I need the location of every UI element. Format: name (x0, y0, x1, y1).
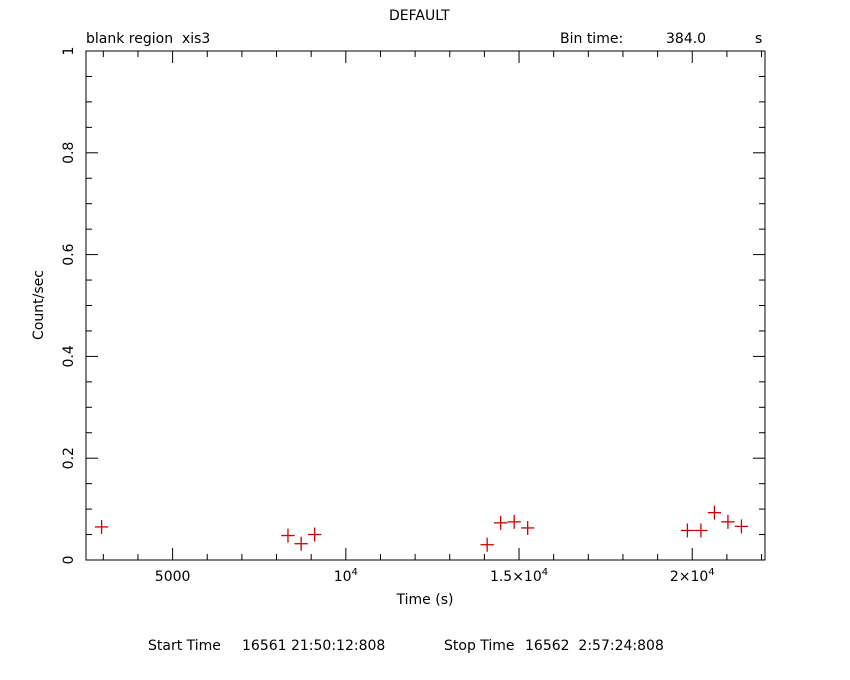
y-tick-label: 0.6 (61, 243, 77, 265)
data-point (94, 519, 109, 534)
y-tick-label: 1 (61, 47, 77, 56)
x-tick-label: 104 (334, 567, 358, 585)
data-point (734, 519, 749, 534)
start-time-label: Start Time (148, 638, 221, 654)
data-point (294, 536, 308, 551)
start-time-value: 16561 21:50:12:808 (242, 638, 386, 654)
y-tick-label: 0 (61, 556, 77, 565)
data-point (507, 514, 521, 529)
stop-time-label: Stop Time (444, 638, 515, 654)
x-axis-label: Time (s) (396, 592, 454, 608)
y-tick-label: 0.2 (61, 447, 77, 469)
data-point (307, 527, 322, 542)
data-point (694, 523, 708, 538)
data-point (281, 528, 295, 543)
data-point (521, 520, 535, 535)
region-label: blank region xis3 (86, 31, 211, 47)
data-point (721, 514, 735, 529)
y-axis-label: Count/sec (31, 270, 47, 340)
data-point (494, 515, 508, 530)
data-markers (94, 505, 749, 552)
x-tick-label: 2×104 (670, 567, 715, 585)
data-point (480, 537, 494, 552)
data-point (680, 523, 695, 538)
axis-tick-labels: 5000 104 1.5×104 2×104 0 0.2 0.4 0.6 0.8 1 (61, 47, 715, 585)
x-tick-label: 1.5×104 (490, 567, 548, 585)
plot-frame (85, 50, 766, 561)
stop-time-value: 16562 2:57:24:808 (525, 638, 664, 654)
bin-time-value: 384.0 (666, 31, 707, 47)
y-tick-label: 0.8 (61, 142, 77, 164)
data-point (707, 505, 722, 520)
chart-title: DEFAULT (389, 8, 450, 24)
y-tick-label: 0.4 (61, 345, 77, 367)
axis-ticks (86, 50, 765, 561)
bin-time-unit: s (755, 31, 763, 47)
bin-time-label: Bin time: (560, 31, 624, 47)
x-tick-label: 5000 (155, 569, 191, 585)
